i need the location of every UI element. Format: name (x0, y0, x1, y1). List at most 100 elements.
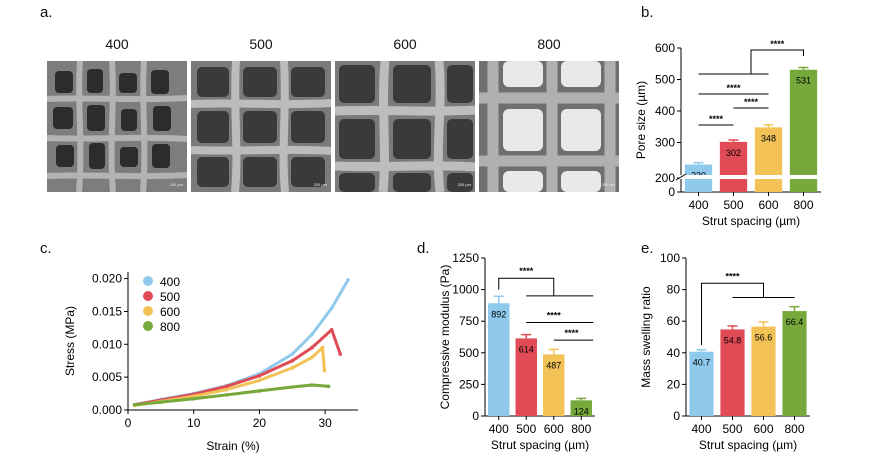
significance-label: **** (519, 266, 534, 276)
y-tick-label: 60 (667, 314, 681, 328)
significance-label: **** (709, 114, 724, 124)
data-point-800 (224, 393, 229, 397)
data-point-500 (338, 352, 343, 356)
bar-value-label: 66.4 (786, 317, 804, 327)
x-axis-title: Strut spacing (µm) (699, 438, 797, 452)
y-axis-title: Stress (MPa) (63, 306, 77, 376)
y-tick-label: 0.020 (92, 272, 122, 286)
bar-value-label: 40.7 (693, 358, 711, 368)
x-tick-label: 500 (516, 422, 536, 436)
data-point-600 (224, 387, 229, 392)
data-point-500 (290, 358, 295, 363)
y-tick-label: 1000 (452, 283, 479, 297)
x-tick-label: 600 (544, 422, 564, 436)
data-point-400 (310, 332, 314, 337)
data-point-400 (346, 278, 350, 282)
x-tick-label: 10 (187, 416, 201, 430)
bar-value-label: 56.6 (755, 333, 773, 343)
axis-break-gap (680, 175, 820, 179)
x-tick-label: 0 (125, 416, 132, 430)
data-point-500 (224, 384, 229, 389)
y-tick-label: 400 (655, 104, 675, 118)
x-tick-label: 400 (688, 198, 708, 212)
bar-800 (789, 69, 818, 192)
bar-800 (782, 311, 807, 416)
bar-600 (751, 326, 776, 416)
image-label-500: 500 (249, 36, 273, 52)
y-tick-label: 0 (472, 409, 479, 423)
bar-value-label: 892 (491, 309, 506, 319)
y-axis-title: Compressive modulus (Pa) (438, 265, 452, 410)
y-tick-label: 250 (459, 377, 479, 391)
scale-bar-label: 200 µm (313, 182, 327, 187)
micrograph-500: 200 µm (191, 61, 331, 192)
y-tick-label: 1250 (452, 251, 479, 265)
x-tick-label: 800 (793, 198, 813, 212)
legend-label-800: 800 (160, 320, 180, 334)
bar-value-label: 302 (726, 148, 741, 158)
x-tick-label: 400 (489, 422, 509, 436)
y-tick-label: 750 (459, 314, 479, 328)
y-tick-label: 20 (667, 377, 681, 391)
data-point-800 (132, 402, 137, 407)
data-point-600 (310, 355, 314, 360)
data-point-400 (290, 352, 295, 356)
panel-letter-d: d. (417, 240, 430, 257)
data-point-500 (329, 328, 334, 332)
panel-letter-b: b. (641, 4, 654, 21)
image-label-800: 800 (537, 36, 561, 52)
significance-label: **** (564, 328, 579, 338)
x-tick-label: 600 (758, 198, 778, 212)
bar-400 (689, 351, 714, 416)
axis-break-mark (675, 173, 687, 181)
x-axis-title: Strain (%) (206, 439, 259, 453)
significance-bracket (498, 277, 594, 297)
x-tick-label: 20 (253, 416, 267, 430)
image-label-400: 400 (105, 36, 129, 52)
y-axis-title: Pore size (µm) (634, 81, 648, 159)
significance-label: **** (726, 83, 741, 93)
legend-marker-500 (143, 291, 153, 301)
legend-marker-400 (143, 276, 153, 286)
y-tick-label: 0.000 (92, 403, 122, 417)
y-tick-label: 0 (668, 185, 675, 199)
bar-400 (488, 303, 510, 416)
y-tick-label: 0.010 (92, 337, 122, 351)
x-tick-label: 30 (318, 416, 332, 430)
bar-500 (719, 141, 748, 192)
series-line-800 (134, 383, 329, 407)
legend-label-600: 600 (160, 305, 180, 319)
y-tick-label: 300 (655, 136, 675, 150)
y-tick-label: 500 (655, 73, 675, 87)
bar-500 (720, 329, 745, 416)
y-tick-label: 0 (673, 409, 680, 423)
panel-letter-c: c. (40, 240, 52, 257)
significance-bracket (698, 49, 804, 75)
scale-bar-label: 200 µm (457, 182, 471, 187)
bar-value-label: 614 (519, 344, 534, 354)
data-point-800 (310, 383, 314, 387)
bar-value-label: 54.8 (724, 335, 742, 345)
bar-600 (543, 354, 565, 416)
data-point-800 (159, 400, 163, 404)
data-point-800 (290, 385, 295, 389)
image-label-600: 600 (393, 36, 417, 52)
data-point-600 (320, 345, 325, 350)
micrograph-800: 200 µm (479, 61, 619, 192)
series-line-600 (134, 346, 326, 407)
legend-marker-800 (143, 321, 153, 331)
x-axis-title: Strut spacing (µm) (702, 214, 800, 228)
x-axis-title: Strut spacing (µm) (491, 438, 589, 452)
data-point-600 (257, 378, 262, 383)
y-tick-label: 40 (667, 346, 681, 360)
bar-value-label: 487 (546, 360, 561, 370)
data-point-600 (322, 368, 327, 373)
significance-label: **** (725, 271, 740, 281)
x-tick-label: 400 (691, 422, 711, 436)
x-tick-label: 500 (723, 198, 743, 212)
x-tick-label: 800 (571, 422, 591, 436)
panel-letter-e: e. (641, 240, 654, 257)
significance-label: **** (744, 97, 759, 107)
y-tick-label: 80 (667, 283, 681, 297)
bar-value-label: 124 (574, 406, 589, 416)
